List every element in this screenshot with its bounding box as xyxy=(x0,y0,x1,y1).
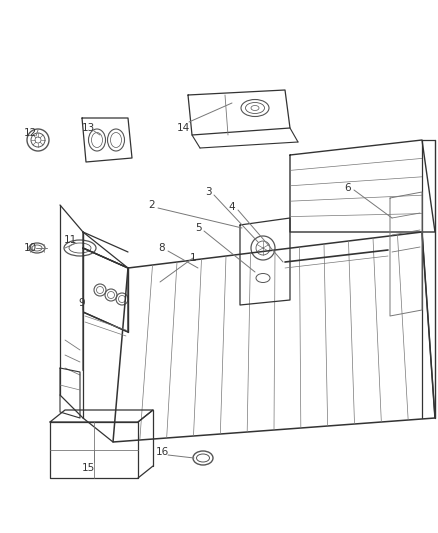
Text: 8: 8 xyxy=(159,243,165,253)
Text: 9: 9 xyxy=(79,298,85,308)
Text: 10: 10 xyxy=(24,243,36,253)
Text: 5: 5 xyxy=(194,223,201,233)
Text: 12: 12 xyxy=(23,128,37,138)
Text: 11: 11 xyxy=(64,235,77,245)
Text: 1: 1 xyxy=(190,253,196,263)
Text: 2: 2 xyxy=(148,200,155,210)
Text: 13: 13 xyxy=(81,123,95,133)
Text: 16: 16 xyxy=(155,447,169,457)
Text: 6: 6 xyxy=(345,183,351,193)
Text: 14: 14 xyxy=(177,123,190,133)
Text: 15: 15 xyxy=(81,463,95,473)
Text: 3: 3 xyxy=(205,187,211,197)
Text: 4: 4 xyxy=(229,202,235,212)
